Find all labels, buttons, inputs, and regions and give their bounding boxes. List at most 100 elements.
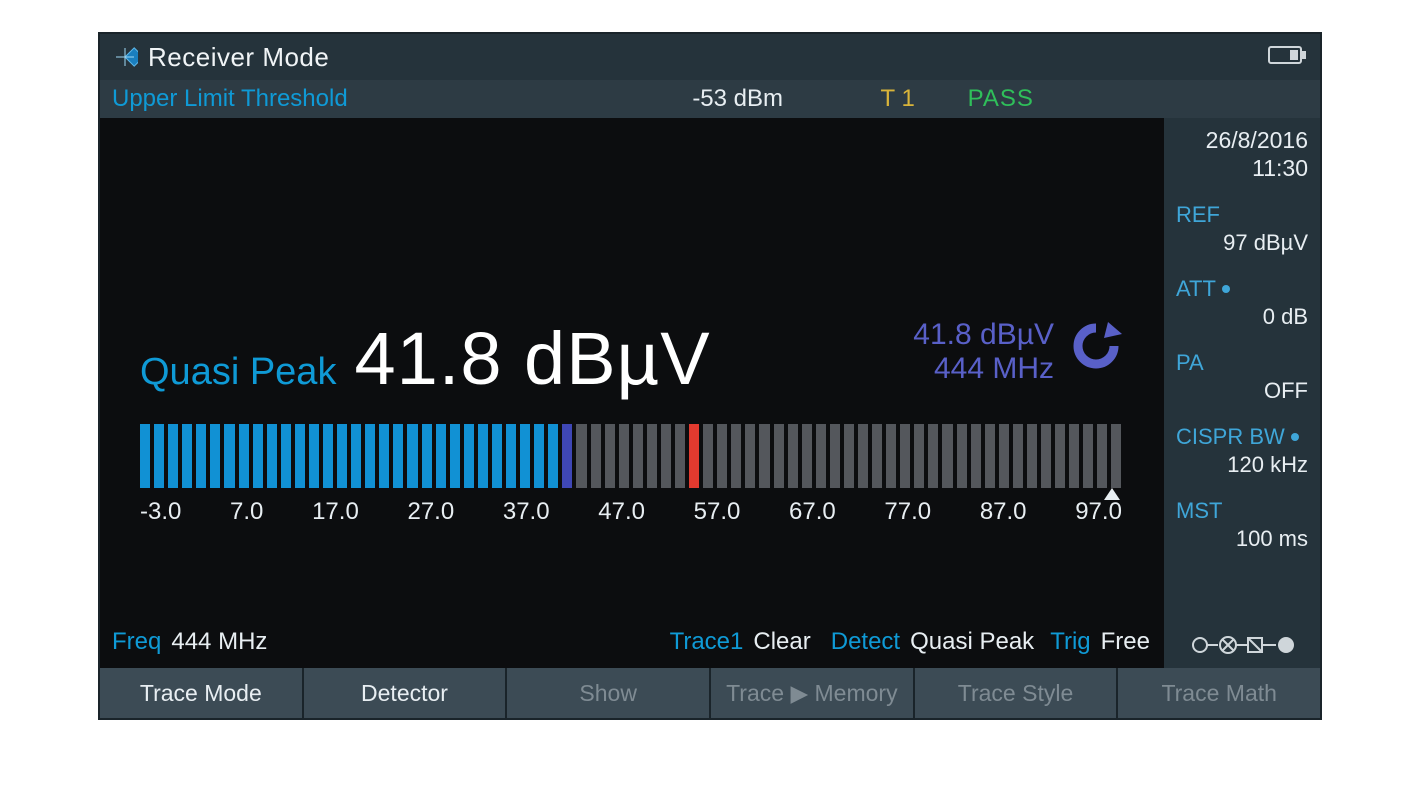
- bargraph-segment: [1097, 424, 1107, 488]
- bargraph-segment: [534, 424, 544, 488]
- bargraph-segment: [1055, 424, 1065, 488]
- scale-tick: 27.0: [407, 498, 454, 526]
- bargraph-segment: [1013, 424, 1023, 488]
- cispr-dot-icon: [1291, 433, 1299, 441]
- mst-block[interactable]: MST 100 ms: [1176, 498, 1308, 552]
- bargraph-segment: [267, 424, 277, 488]
- main-reading: 41.8 dBµV: [354, 316, 710, 401]
- bargraph-segment: [844, 424, 854, 488]
- bargraph-segment: [745, 424, 755, 488]
- detect-val: Quasi Peak: [910, 628, 1034, 656]
- bargraph-segment: [224, 424, 234, 488]
- bargraph-segment: [788, 424, 798, 488]
- mst-value: 100 ms: [1176, 526, 1308, 552]
- bargraph-segment: [436, 424, 446, 488]
- pa-block[interactable]: PA OFF: [1176, 350, 1308, 404]
- trace-marker-label: T 1: [828, 85, 968, 113]
- bargraph-segment: [478, 424, 488, 488]
- softkey-detector[interactable]: Detector: [302, 668, 506, 718]
- trig-key: Trig: [1050, 628, 1090, 656]
- softkey-bar: Trace ModeDetectorShowTrace ▶ MemoryTrac…: [100, 668, 1320, 718]
- status-bar: Upper Limit Threshold -53 dBm T 1 PASS: [100, 80, 1320, 118]
- bargraph-segment: [548, 424, 558, 488]
- detector-label: Quasi Peak: [140, 351, 336, 394]
- bargraph-segment: [295, 424, 305, 488]
- att-dot-icon: [1222, 285, 1230, 293]
- bargraph-segment: [942, 424, 952, 488]
- bargraph-segment: [168, 424, 178, 488]
- title-bar: Receiver Mode: [100, 34, 1320, 80]
- bargraph-segment: [253, 424, 263, 488]
- scale-tick: 57.0: [694, 498, 741, 526]
- bargraph-segment: [900, 424, 910, 488]
- bargraph-segment: [1083, 424, 1093, 488]
- softkey-trace-math[interactable]: Trace Math: [1116, 668, 1320, 718]
- bargraph-segment: [210, 424, 220, 488]
- rs-logo-icon: [112, 44, 138, 70]
- softkey-trace-memory[interactable]: Trace ▶ Memory: [709, 668, 913, 718]
- bargraph-segment: [239, 424, 249, 488]
- softkey-trace-style[interactable]: Trace Style: [913, 668, 1117, 718]
- bargraph-segment: [154, 424, 164, 488]
- bargraph-segment: [675, 424, 685, 488]
- memory-freq: 444 MHz: [913, 352, 1054, 386]
- time-label: 11:30: [1176, 154, 1308, 182]
- date-label: 26/8/2016: [1176, 126, 1308, 154]
- att-block[interactable]: ATT 0 dB: [1176, 276, 1308, 330]
- bargraph-segment: [928, 424, 938, 488]
- bargraph-segment: [281, 424, 291, 488]
- ref-block[interactable]: REF 97 dBµV: [1176, 202, 1308, 256]
- scale-tick: -3.0: [140, 498, 181, 526]
- bargraph-segment: [816, 424, 826, 488]
- bargraph-segment: [379, 424, 389, 488]
- bargraph-segment: [647, 424, 657, 488]
- bargraph-segment: [506, 424, 516, 488]
- threshold-value: -53 dBm: [648, 85, 828, 113]
- bargraph-segment: [1069, 424, 1079, 488]
- bargraph-segment: [492, 424, 502, 488]
- trace-val: Clear: [753, 628, 810, 656]
- trig-val: Free: [1101, 628, 1150, 656]
- pa-value: OFF: [1176, 378, 1308, 404]
- cispr-block[interactable]: CISPR BW 120 kHz: [1176, 424, 1308, 478]
- bargraph-segment: [576, 424, 586, 488]
- bargraph: [140, 424, 1122, 488]
- trace-key: Trace1: [670, 628, 744, 656]
- att-value: 0 dB: [1176, 304, 1308, 330]
- bargraph-segment: [450, 424, 460, 488]
- bargraph-scale: -3.07.017.027.037.047.057.067.077.087.09…: [140, 498, 1122, 526]
- bargraph-segment: [872, 424, 882, 488]
- bargraph-segment: [520, 424, 530, 488]
- bargraph-segment: [717, 424, 727, 488]
- scale-tick: 17.0: [312, 498, 359, 526]
- bargraph-segment: [337, 424, 347, 488]
- cispr-value: 120 kHz: [1176, 452, 1308, 478]
- connector-status-icon: [1188, 632, 1308, 658]
- bargraph-segment: [759, 424, 769, 488]
- softkey-show[interactable]: Show: [505, 668, 709, 718]
- freq-key: Freq: [112, 628, 161, 656]
- main-area: Quasi Peak 41.8 dBµV 41.8 dBµV 444 MHz -…: [100, 118, 1320, 670]
- bargraph-segment: [309, 424, 319, 488]
- bargraph-segment: [351, 424, 361, 488]
- bargraph-segment: [182, 424, 192, 488]
- bargraph-segment: [886, 424, 896, 488]
- ref-value: 97 dBµV: [1176, 230, 1308, 256]
- cispr-label: CISPR BW: [1176, 424, 1285, 450]
- bargraph-segment: [971, 424, 981, 488]
- bargraph-segment: [562, 424, 572, 488]
- scale-tick: 67.0: [789, 498, 836, 526]
- bargraph-segment: [830, 424, 840, 488]
- freq-val: 444 MHz: [171, 628, 267, 656]
- refresh-icon[interactable]: [1068, 318, 1124, 374]
- right-panel: 26/8/2016 11:30 REF 97 dBµV ATT 0 dB PA …: [1164, 118, 1320, 670]
- bargraph-segment: [985, 424, 995, 488]
- scale-tick: 47.0: [598, 498, 645, 526]
- scale-tick: 87.0: [980, 498, 1027, 526]
- memory-reading: 41.8 dBµV 444 MHz: [913, 318, 1054, 386]
- upper-limit-label[interactable]: Upper Limit Threshold: [112, 85, 348, 113]
- bargraph-segment: [1111, 424, 1121, 488]
- softkey-trace-mode[interactable]: Trace Mode: [100, 668, 302, 718]
- bargraph-segment: [140, 424, 150, 488]
- memory-value: 41.8 dBµV: [913, 318, 1054, 352]
